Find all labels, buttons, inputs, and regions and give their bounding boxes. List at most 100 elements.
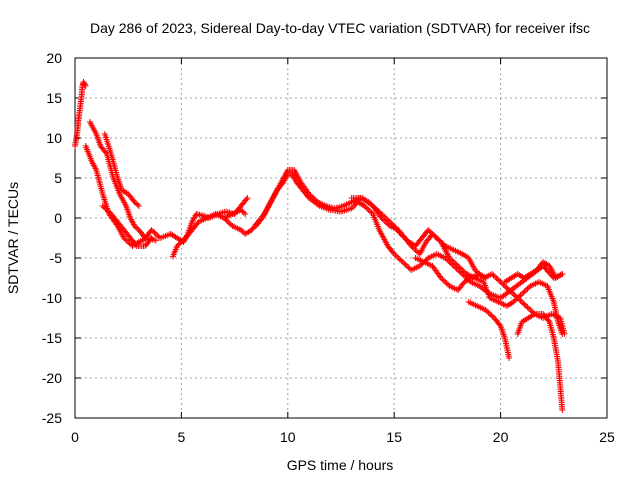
data-point: [488, 312, 495, 319]
series-track-9: [252, 167, 568, 337]
data-point: [482, 307, 489, 313]
data-point: [433, 235, 440, 241]
data-point: [174, 243, 181, 249]
data-point: [506, 355, 513, 361]
data-point: [381, 217, 388, 224]
data-point: [135, 203, 142, 209]
data-point: [559, 271, 566, 277]
data-point: [81, 80, 88, 87]
data-point: [243, 196, 250, 203]
data-point: [518, 291, 525, 297]
y-tick-labels: -25 -20 -15 -10 -5 0 5 10 15 20: [42, 50, 62, 426]
data-point: [511, 292, 518, 299]
data-point: [239, 208, 246, 215]
data-point: [452, 260, 459, 267]
data-point: [364, 205, 371, 212]
data-point: [456, 264, 463, 271]
data-point: [379, 216, 386, 223]
data-point: [445, 281, 452, 288]
data-point: [447, 256, 454, 263]
data-point: [147, 236, 154, 243]
data-point: [503, 284, 510, 291]
data-point: [392, 252, 399, 259]
data-point: [440, 277, 447, 284]
data-point: [520, 300, 527, 307]
y-tick-label: 20: [46, 50, 62, 66]
data-point: [527, 307, 534, 313]
data-point: [449, 257, 456, 264]
data-point: [435, 236, 442, 243]
data-point: [399, 259, 406, 265]
y-tick-label: -10: [42, 290, 62, 306]
data-point: [242, 211, 249, 217]
data-point: [123, 237, 130, 244]
data-point: [401, 260, 408, 267]
data-point: [521, 301, 528, 308]
data-point: [462, 269, 469, 276]
data-point: [151, 229, 158, 236]
y-tick-label: 5: [54, 170, 62, 186]
data-point: [220, 215, 227, 221]
data-point: [418, 261, 425, 268]
data-point: [438, 275, 445, 281]
data-point: [228, 221, 235, 228]
data-point: [500, 281, 507, 288]
data-point: [545, 317, 552, 324]
y-tick-label: -20: [42, 370, 62, 386]
data-point: [559, 331, 566, 337]
series-track-8: [220, 171, 566, 301]
data-point: [507, 288, 514, 295]
x-tick-label: 5: [178, 429, 186, 445]
data-point: [482, 275, 489, 281]
data-point: [368, 209, 375, 216]
data-point: [307, 192, 314, 199]
data-point: [385, 221, 392, 228]
data-point: [520, 289, 527, 296]
data-point: [367, 208, 374, 215]
data-point: [514, 295, 521, 301]
data-point: [491, 273, 498, 280]
chart-title: Day 286 of 2023, Sidereal Day-to-day VTE…: [90, 20, 590, 36]
data-point: [499, 280, 506, 287]
data-point: [101, 204, 108, 211]
data-point: [223, 217, 230, 224]
data-point: [396, 256, 403, 263]
data-point: [351, 202, 358, 209]
data-point: [426, 228, 433, 235]
grid-lines: [75, 58, 607, 418]
data-point: [362, 204, 369, 211]
data-point: [384, 220, 391, 227]
data-point: [122, 236, 129, 243]
data-point: [348, 205, 355, 212]
data-point: [148, 227, 155, 233]
data-point: [524, 304, 531, 311]
data-point: [473, 268, 480, 275]
y-tick-label: 15: [46, 90, 62, 106]
data-point: [125, 239, 132, 245]
data-point: [518, 299, 525, 305]
data-point: [133, 224, 140, 231]
data-point: [80, 79, 87, 85]
data-point: [411, 245, 418, 252]
data-point: [524, 285, 531, 292]
data-point: [226, 220, 233, 227]
data-point: [81, 81, 88, 88]
data-point: [459, 267, 466, 273]
data-point: [105, 208, 112, 215]
data-point: [365, 207, 372, 213]
y-tick-label: -5: [50, 250, 63, 266]
data-point: [391, 251, 398, 257]
data-point: [175, 241, 182, 248]
data-point: [446, 255, 453, 261]
data-point: [240, 209, 247, 216]
data-point: [525, 305, 532, 312]
data-point: [450, 259, 457, 265]
data-point: [455, 263, 462, 269]
data-point: [521, 288, 528, 295]
data-point: [102, 205, 109, 212]
data-point: [457, 265, 464, 272]
series-track-4: [101, 131, 142, 209]
data-point: [120, 235, 127, 241]
series-track-10: [348, 195, 566, 337]
